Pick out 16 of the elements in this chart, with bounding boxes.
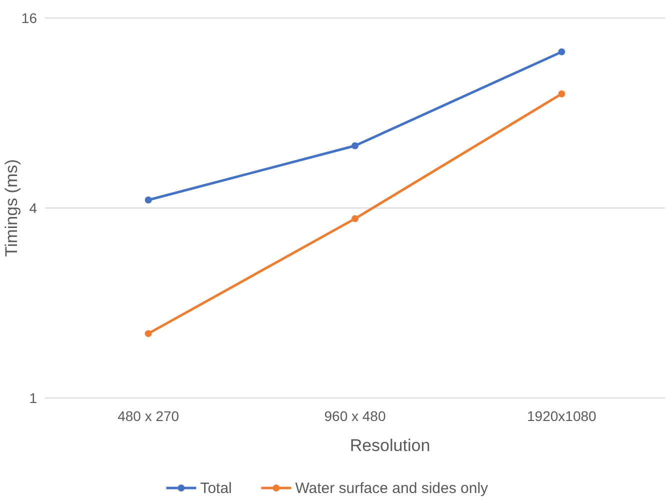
point <box>352 215 358 222</box>
y-tick-label: 16 <box>21 10 38 26</box>
x-tick-label: 960 x 480 <box>324 408 386 424</box>
legend-label: Water surface and sides only <box>295 480 489 497</box>
y-tick-label: 4 <box>29 200 38 216</box>
point <box>144 330 152 338</box>
y-tick-label: 1 <box>29 390 38 406</box>
x-axis-title: Resolution <box>350 436 430 455</box>
point <box>558 90 566 98</box>
point <box>144 196 152 204</box>
x-tick-label: 1920x1080 <box>527 408 597 424</box>
point <box>558 48 566 56</box>
point <box>352 142 358 150</box>
x-tick-label: 480 x 270 <box>118 408 180 424</box>
legend-label: Total <box>200 480 232 497</box>
y-axis-title: Timings (ms) <box>2 159 21 257</box>
